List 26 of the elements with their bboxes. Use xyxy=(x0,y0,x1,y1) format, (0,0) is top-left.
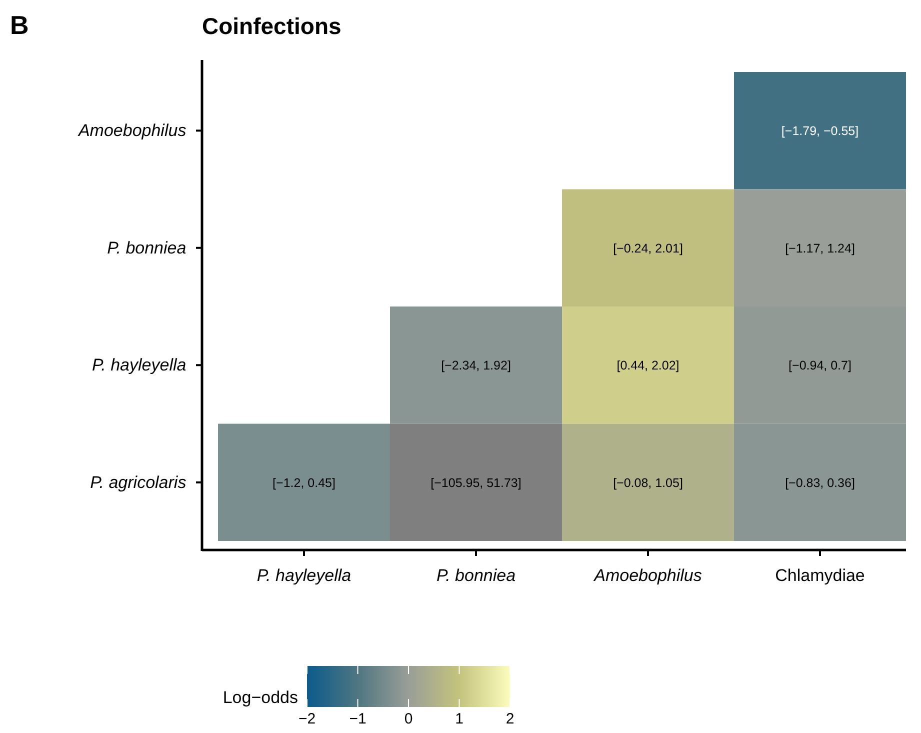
data-label: [−1.79, −0.55] xyxy=(781,124,859,138)
x-tick-label: Amoebophilus xyxy=(593,566,702,586)
data-label: [−0.83, 0.36] xyxy=(785,476,855,490)
y-tick-label: P. hayleyella xyxy=(92,356,186,375)
data-label: [−2.34, 1.92] xyxy=(441,358,511,372)
y-tick-label: P. bonniea xyxy=(107,238,186,258)
color-bar-title: Log−odds xyxy=(222,688,298,707)
y-tick-label: Amoebophilus xyxy=(77,121,187,140)
x-tick-label: P. hayleyella xyxy=(256,566,352,586)
x-tick-label: Chlamydiae xyxy=(775,566,865,586)
color-bar-label: 1 xyxy=(455,710,464,728)
y-tick-label: P. agricolaris xyxy=(90,472,187,492)
x-tick-label: P. bonniea xyxy=(436,566,516,586)
data-label: [−1.2, 0.45] xyxy=(272,476,336,490)
text: [−105.95, 51.73] xyxy=(430,476,522,490)
data-label: [−0.08, 1.05] xyxy=(613,476,683,490)
data-label: [0.44, 2.02] xyxy=(616,358,680,372)
color-bar-label: 2 xyxy=(506,710,514,728)
text: B xyxy=(10,10,29,40)
data-label: [−0.24, 2.01] xyxy=(613,241,683,256)
data-label: [−0.94, 0.7] xyxy=(788,358,852,372)
color-bar-label: 0 xyxy=(404,710,413,728)
color-bar-label: −2 xyxy=(298,710,316,728)
chart-title: Coinfections xyxy=(202,13,342,39)
data-label: [−1.17, 1.24] xyxy=(785,241,855,256)
color-bar-label: −1 xyxy=(349,710,366,728)
